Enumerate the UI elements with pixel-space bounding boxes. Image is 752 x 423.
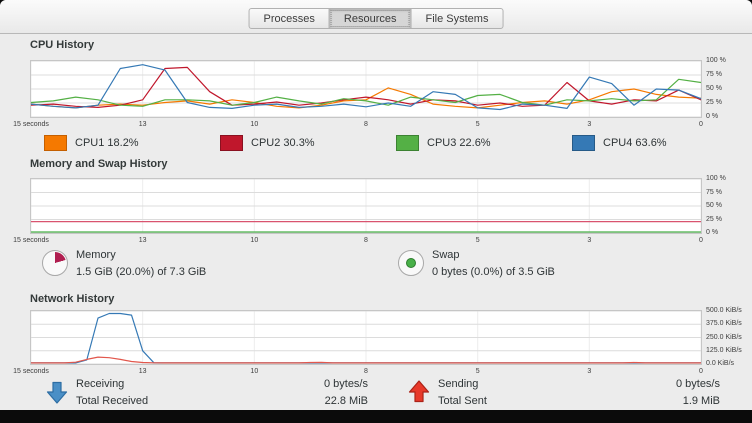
cpu4-legend-label: CPU4 63.6% — [603, 136, 667, 149]
titlebar: Processes Resources File Systems — [0, 0, 752, 34]
sending-rate: 0 bytes/s — [675, 378, 720, 390]
swap-pie-icon — [398, 250, 424, 276]
tab-bar: Processes Resources File Systems — [248, 8, 504, 29]
memory-swap-history-title: Memory and Swap History — [30, 158, 168, 170]
cpu1-legend-item: CPU1 18.2% — [44, 134, 139, 151]
swap-label: Swap — [432, 249, 460, 261]
total-received-value: 22.8 MiB — [324, 395, 368, 407]
memory-plot — [30, 178, 702, 234]
cpu-plot — [30, 60, 702, 118]
memory-value: 1.5 GiB (20.0%) of 7.3 GiB — [76, 266, 207, 278]
cpu3-legend-label: CPU3 22.6% — [427, 136, 491, 149]
cpu1-color-swatch[interactable] — [44, 134, 67, 151]
tab-resources[interactable]: Resources — [328, 8, 412, 29]
cpu3-color-swatch[interactable] — [396, 134, 419, 151]
cpu4-color-swatch[interactable] — [572, 134, 595, 151]
system-monitor-window: Processes Resources File Systems CPU His… — [0, 0, 752, 410]
cpu1-legend-label: CPU1 18.2% — [75, 136, 139, 149]
cpu-x-axis: 15 seconds 13 10 8 5 3 0 — [13, 121, 703, 128]
total-sent-value: 1.9 MiB — [682, 395, 720, 407]
cpu2-legend-item: CPU2 30.3% — [220, 134, 315, 151]
network-plot — [30, 310, 702, 365]
total-sent-label: Total Sent — [438, 395, 487, 407]
total-received-label: Total Received — [76, 395, 149, 407]
swap-dot — [406, 258, 416, 268]
memory-swap-chart: 100 % 75 % 50 % 25 % 0 % 15 seconds 13 10 8 5 3 0 — [13, 175, 726, 244]
memory-x-axis: 15 seconds 13 10 8 5 3 0 — [13, 237, 703, 244]
sending-label: Sending — [438, 378, 479, 390]
network-chart: 500.0 KiB/s 375.0 KiB/s 250.0 KiB/s 125.0 K… — [13, 307, 742, 375]
cpu-history-chart: 100 % 75 % 50 % 25 % 0 % 15 seconds 13 10 8 5 3 0 — [13, 57, 726, 128]
cpu-history-title: CPU History — [30, 39, 95, 51]
receiving-rate: 0 bytes/s — [323, 378, 368, 390]
cpu4-legend-item: CPU4 63.6% — [572, 134, 667, 151]
memory-pie-fill — [44, 252, 66, 274]
tab-processes[interactable]: Processes — [248, 8, 330, 29]
cpu2-legend-label: CPU2 30.3% — [251, 136, 315, 149]
cpu3-legend-item: CPU3 22.6% — [396, 134, 491, 151]
cpu2-color-swatch[interactable] — [220, 134, 243, 151]
network-history-title: Network History — [30, 293, 115, 305]
receiving-arrow-icon — [46, 381, 68, 404]
memory-label: Memory — [76, 249, 116, 261]
receiving-label: Receiving — [76, 378, 125, 390]
swap-value: 0 bytes (0.0%) of 3.5 GiB — [432, 266, 555, 278]
sending-arrow-icon — [408, 380, 430, 403]
desktop-background-strip — [0, 410, 752, 423]
tab-file-systems[interactable]: File Systems — [410, 8, 504, 29]
network-x-axis: 15 seconds 13 10 8 5 3 0 — [13, 368, 703, 375]
memory-pie-icon — [42, 250, 68, 276]
